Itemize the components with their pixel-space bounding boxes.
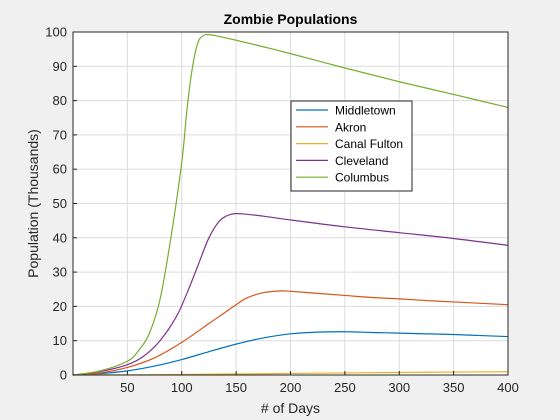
axis-ticks: 50 100 150 200 250 300 350 400 0 10 20 30 40 50 60 70 80… <box>45 25 519 396</box>
series-line-akron <box>72 290 509 376</box>
chart-title: Zombie Populations <box>224 11 358 27</box>
y-tick-label: 60 <box>53 162 67 177</box>
x-tick-label: 300 <box>388 380 410 395</box>
x-tick-label: 50 <box>120 380 134 395</box>
x-tick-label: 350 <box>443 380 465 395</box>
series-line-cleveland <box>72 212 509 376</box>
legend-label-canal-fulton: Canal Fulton <box>335 137 403 151</box>
legend-label-akron: Akron <box>335 120 366 134</box>
legend-label-middletown: Middletown <box>335 104 396 118</box>
legend-label-columbus: Columbus <box>335 171 389 185</box>
y-tick-label: 40 <box>53 230 67 245</box>
x-tick-label: 200 <box>280 380 302 395</box>
x-axis-label: # of Days <box>261 400 320 416</box>
y-tick-label: 30 <box>53 265 67 280</box>
x-tick-label: 250 <box>334 380 356 395</box>
x-tick-label: 400 <box>497 380 519 395</box>
y-tick-label: 100 <box>45 25 67 40</box>
y-tick-label: 80 <box>53 93 67 108</box>
y-axis-label: Population (Thousands) <box>25 129 41 278</box>
legend-label-cleveland: Cleveland <box>335 154 388 168</box>
y-tick-label: 90 <box>53 59 67 74</box>
series-line-middletown <box>72 331 509 376</box>
grid-lines <box>73 32 508 375</box>
x-tick-label: 150 <box>225 380 247 395</box>
legend: Middletown Akron Canal Fulton Cleveland Colu… <box>290 100 413 192</box>
y-tick-label: 50 <box>53 196 67 211</box>
series-line-columbus <box>72 34 509 376</box>
y-tick-label: 20 <box>53 299 67 314</box>
y-tick-label: 10 <box>53 333 67 348</box>
x-tick-label: 100 <box>171 380 193 395</box>
y-tick-label: 0 <box>60 368 67 383</box>
y-tick-label: 70 <box>53 127 67 142</box>
legend-box <box>290 100 413 192</box>
